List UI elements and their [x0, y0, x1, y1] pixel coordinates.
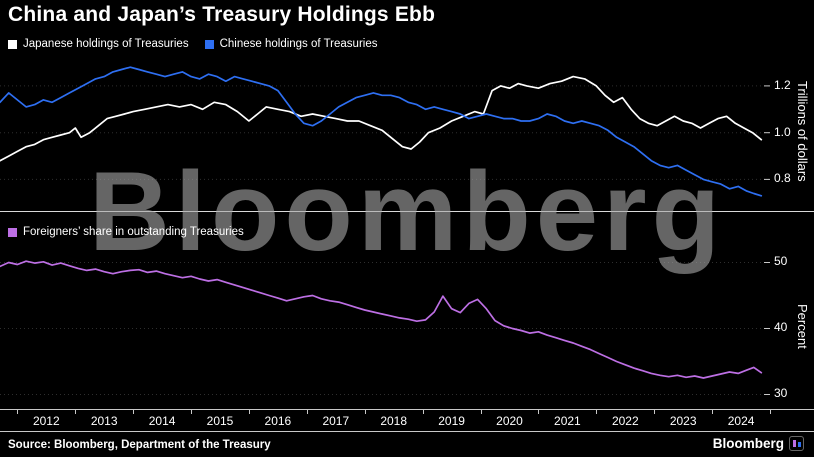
bottom-chart — [0, 260, 770, 395]
x-tick-mark — [770, 410, 771, 414]
y-tick-label: 40 — [774, 320, 788, 334]
china-line — [0, 66, 763, 197]
x-axis-bottom-line — [0, 431, 814, 432]
bottom-legend: Foreigners’ share in outstanding Treasur… — [8, 226, 260, 238]
x-tick-mark — [133, 410, 135, 414]
x-tick-mark — [712, 410, 714, 414]
china-legend-swatch — [204, 39, 214, 49]
japan-legend-swatch — [8, 39, 17, 49]
bloomberg-logo: Bloomberg — [713, 436, 804, 451]
y-tick-label: 30 — [774, 386, 788, 400]
x-axis: 2012 2013 2014 2015 2016 2017 2018 2019 2020 2021… — [0, 409, 814, 432]
x-tick-mark — [248, 410, 250, 414]
x-axis-label: 2014 — [148, 414, 176, 428]
japan-legend-label: Japanese holdings of Treasuries — [23, 38, 189, 50]
bloomberg-logo-icon — [789, 436, 804, 451]
chart-title: China and Japan’s Treasury Holdings Ebb — [8, 3, 436, 26]
japan-line — [0, 75, 763, 162]
logo-bar-icon — [793, 440, 796, 447]
x-tick-mark — [654, 410, 656, 414]
source-note: Source: Bloomberg, Department of the Tre… — [8, 439, 271, 451]
x-axis-label: 2021 — [554, 414, 581, 428]
x-axis-label: 2017 — [322, 414, 350, 428]
foreign-share-legend-label: Foreigners’ share in outstanding Treasur… — [23, 226, 244, 238]
y-tick-label: 1.2 — [774, 78, 791, 92]
logo-bar-icon — [798, 442, 801, 447]
panel-divider — [0, 211, 814, 212]
x-tick-mark — [191, 410, 193, 414]
foreign-share-line — [0, 260, 763, 379]
china-legend-label: Chinese holdings of Treasuries — [219, 38, 378, 50]
x-axis-label: 2023 — [669, 414, 697, 428]
x-axis-labels: 2012 2013 2014 2015 2016 2017 2018 2019 2020 2021… — [0, 413, 770, 430]
bottom-y-axis-title: Percent — [795, 304, 810, 349]
x-axis-label: 2022 — [611, 414, 639, 428]
x-axis-label: 2020 — [496, 414, 523, 428]
foreign-share-legend-swatch — [8, 227, 17, 237]
x-axis-label: 2013 — [90, 414, 118, 428]
x-tick-mark — [306, 410, 308, 414]
x-axis-label: 2012 — [32, 414, 60, 428]
y-tick-label: 50 — [774, 254, 788, 268]
top-legend: Japanese holdings of Treasuries Chinese … — [8, 38, 393, 50]
x-tick-mark — [480, 410, 482, 414]
x-axis-label: 2016 — [264, 414, 292, 428]
x-axis-label: 2015 — [206, 414, 234, 428]
y-tick-label: 0.8 — [774, 171, 791, 185]
top-y-axis-title: Trillions of dollars — [795, 81, 810, 182]
x-axis-label: 2018 — [380, 414, 408, 428]
top-chart — [0, 66, 770, 197]
x-tick-mark — [75, 410, 77, 414]
x-axis-top-line — [0, 409, 814, 410]
x-tick-mark — [364, 410, 366, 414]
y-tick-label: 1.0 — [774, 125, 791, 139]
x-axis-tick-marks — [0, 410, 771, 415]
x-tick-mark — [596, 410, 598, 414]
x-tick-mark — [538, 410, 540, 414]
x-tick-mark — [422, 410, 424, 414]
x-axis-label: 2024 — [727, 414, 755, 428]
x-axis-label: 2019 — [438, 414, 465, 428]
bloomberg-logo-text: Bloomberg — [712, 436, 784, 451]
x-tick-mark — [17, 410, 19, 414]
